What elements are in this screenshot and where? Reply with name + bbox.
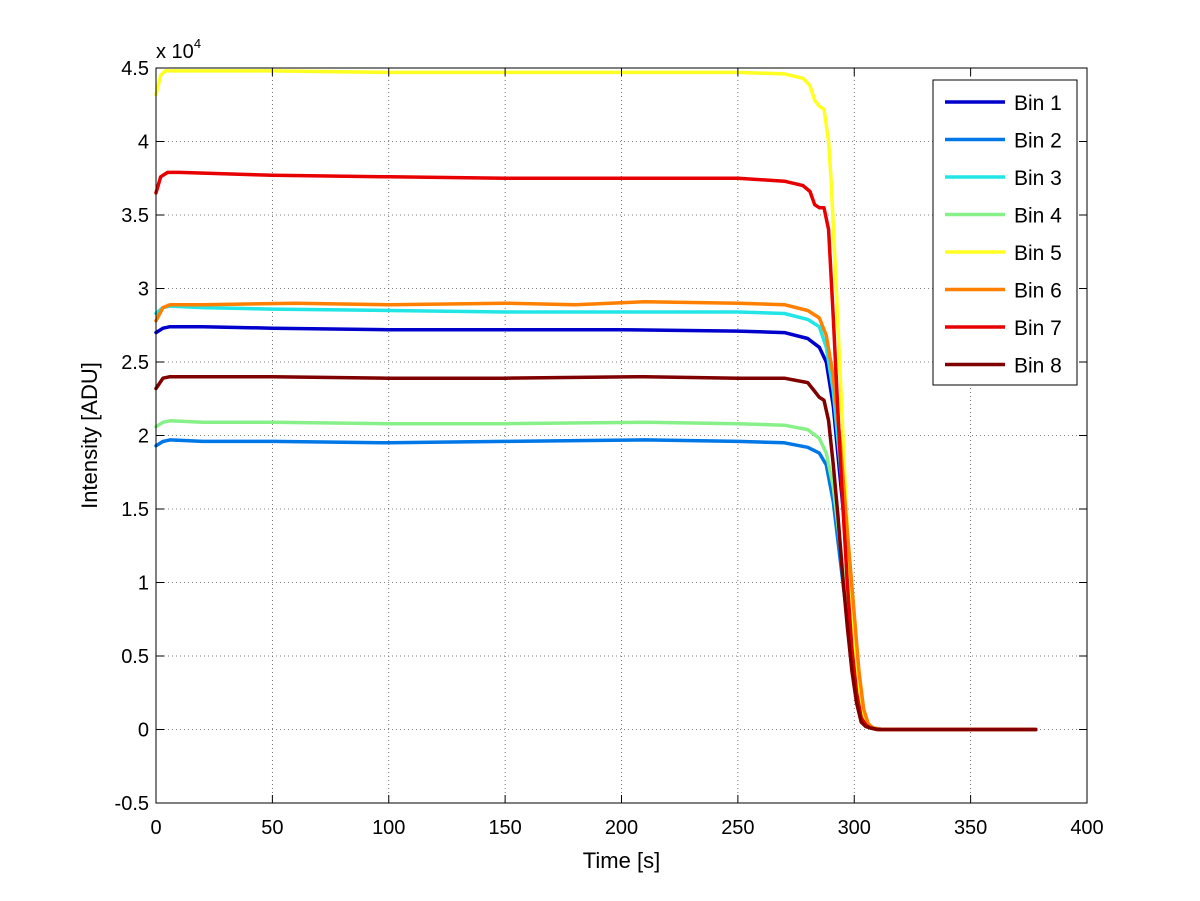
- x-tick-label: 300: [838, 817, 871, 839]
- y-tick-label: 0.5: [121, 646, 149, 668]
- y-tick-label: 1.5: [121, 499, 149, 521]
- series-line-bin-8: [154, 374, 1038, 732]
- x-axis-title: Time [s]: [583, 848, 660, 873]
- legend-label: Bin 8: [1014, 355, 1062, 378]
- legend-label: Bin 3: [1014, 167, 1062, 190]
- y-tick-label: -0.5: [115, 793, 149, 815]
- legend-label: Bin 6: [1014, 280, 1062, 303]
- y-tick-label: 4.5: [121, 58, 149, 80]
- x-tick-label: 150: [488, 817, 521, 839]
- x-tick-label: 250: [721, 817, 754, 839]
- y-tick-label: 3: [138, 279, 149, 301]
- series-line-bin-2: [154, 438, 1038, 732]
- x-tick-label: 50: [261, 817, 283, 839]
- x-tick-label: 100: [372, 817, 405, 839]
- legend-label: Bin 4: [1014, 205, 1062, 228]
- y-axis-multiplier: x 104: [156, 36, 201, 63]
- x-tick-label: 200: [605, 817, 638, 839]
- legend-label: Bin 5: [1014, 242, 1062, 265]
- series-line-bin-1: [154, 324, 1038, 732]
- series-line-bin-5: [154, 69, 1038, 732]
- legend-label: Bin 2: [1014, 130, 1062, 153]
- legend-box: [932, 79, 1078, 386]
- series-lines: [154, 69, 1038, 732]
- y-axis-multiplier-exponent: 4: [194, 36, 201, 51]
- legend-label: Bin 1: [1014, 92, 1062, 115]
- axis-ticks: 0 50 100 150 200 250 300 350 400-0.500.511.522.5…: [115, 58, 1104, 839]
- y-tick-label: 3.5: [121, 205, 149, 227]
- series-line-bin-4: [154, 419, 1038, 732]
- y-tick-label: 0: [138, 720, 149, 742]
- y-tick-label: 2: [138, 426, 149, 448]
- y-axis-multiplier-base: x 10: [156, 41, 194, 63]
- legend: Bin 1 Bin 2 Bin 3 Bin 4 Bin 5 Bin 6 Bin 7 Bin 8: [932, 79, 1078, 386]
- series-line-bin-6: [154, 299, 1038, 732]
- x-tick-label: 350: [954, 817, 987, 839]
- y-axis-title: Intensity [ADU]: [77, 362, 102, 509]
- series-line-bin-3: [154, 304, 1038, 732]
- y-tick-label: 1: [138, 573, 149, 595]
- y-tick-label: 4: [138, 132, 149, 154]
- y-tick-label: 2.5: [121, 352, 149, 374]
- x-tick-label: 0: [150, 817, 161, 839]
- series-line-bin-7: [154, 170, 1038, 732]
- legend-label: Bin 7: [1014, 317, 1062, 340]
- x-tick-label: 400: [1070, 817, 1103, 839]
